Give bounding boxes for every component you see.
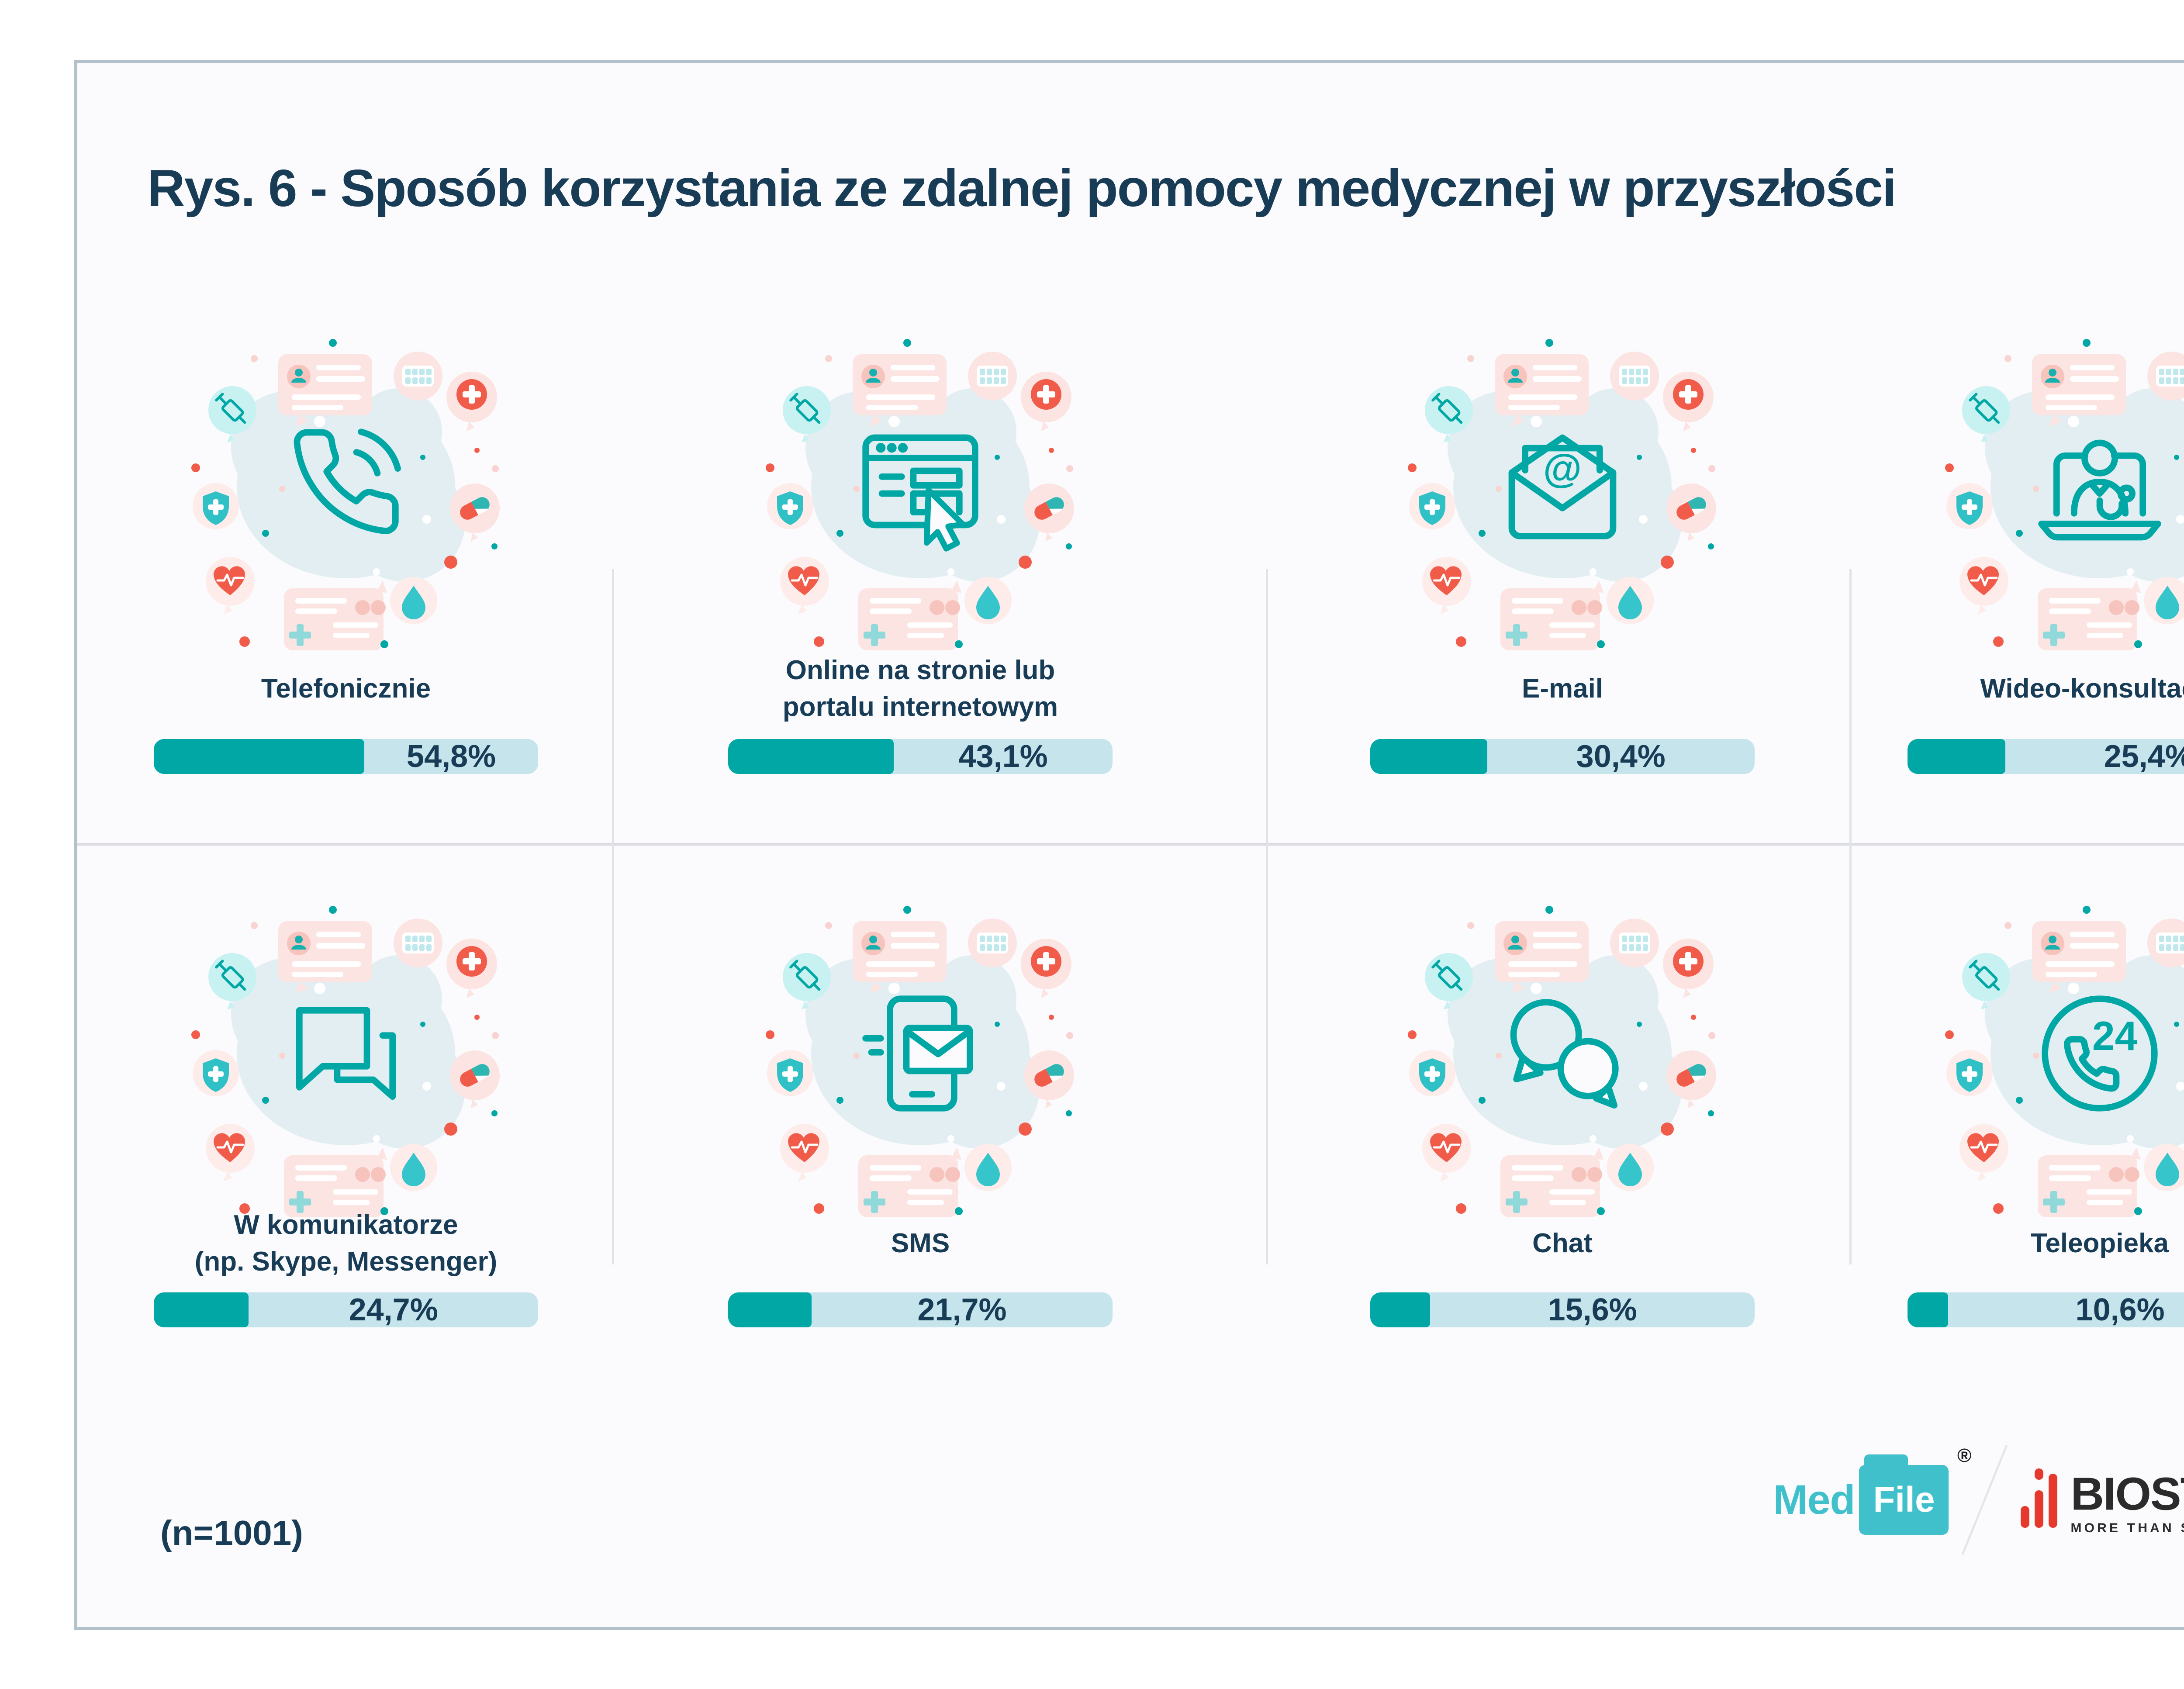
messenger-icon	[276, 984, 416, 1123]
category-panel-5: W komunikatorze (np. Skype, Messenger) 24…	[93, 896, 599, 1455]
category-panel-2: Online na stronie lub portalu internetowy…	[667, 327, 1174, 886]
percentage-bar: 15,6%	[1370, 1292, 1755, 1327]
chat-icon	[1493, 984, 1632, 1123]
category-label-line: SMS	[891, 1228, 950, 1258]
category-panel-3: E-mail 30,4%	[1309, 327, 1816, 886]
email-icon	[1493, 417, 1632, 556]
percentage-bar: 25,4%	[1908, 739, 2184, 774]
category-panel-4: Wideo-konsultacje 25,4%	[1846, 327, 2184, 886]
decor-cluster	[189, 336, 503, 650]
percentage-value: 15,6%	[1548, 1292, 1637, 1327]
column-divider	[1266, 569, 1268, 1264]
percentage-bar-fill	[1908, 739, 2005, 774]
category-label: Chat	[1309, 1200, 1816, 1287]
medfile-logo: Med File ®	[1773, 1445, 1971, 1535]
percentage-bar-fill	[728, 1292, 812, 1327]
decor-cluster	[763, 903, 1078, 1217]
sample-size-note: (n=1001)	[160, 1513, 303, 1552]
footer-logos: Med File ® BIOSTAT® MORE THAN STATISTICS	[1773, 1443, 2184, 1557]
decor-cluster	[189, 903, 503, 1217]
column-divider	[1849, 569, 1852, 1264]
category-label-line: Online na stronie lub	[785, 655, 1055, 685]
percentage-bar: 30,4%	[1370, 739, 1755, 774]
percentage-value: 25,4%	[2104, 739, 2184, 774]
decor-cluster	[1405, 336, 1720, 650]
medfile-folder-icon: File	[1859, 1454, 1949, 1535]
biostat-barchart-icon	[2021, 1468, 2058, 1528]
decor-cluster	[1942, 903, 2184, 1217]
decor-cluster	[1405, 903, 1720, 1217]
category-label-line: W komunikatorze	[234, 1210, 458, 1240]
category-label-line: E-mail	[1521, 674, 1603, 704]
registered-trademark-icon: ®	[1957, 1445, 1972, 1466]
category-panel-1: Telefonicznie 54,8%	[93, 327, 599, 886]
percentage-bar-fill	[1370, 739, 1487, 774]
percentage-bar-fill	[154, 1292, 249, 1327]
sms-icon	[850, 984, 990, 1123]
phone-icon	[276, 417, 416, 556]
browser-icon	[850, 417, 990, 556]
category-panel-7: Chat 15,6%	[1309, 896, 1816, 1455]
telecare-24-icon	[2030, 984, 2170, 1123]
category-panel-6: SMS 21,7%	[667, 896, 1174, 1455]
biostat-logo: BIOSTAT® MORE THAN STATISTICS	[2021, 1464, 2184, 1535]
percentage-value: 54,8%	[407, 739, 496, 774]
percentage-bar: 43,1%	[728, 739, 1113, 774]
percentage-bar: 21,7%	[728, 1292, 1113, 1327]
category-label: Wideo-konsultacje	[1846, 645, 2184, 732]
category-label-line: Teleopieka	[2031, 1228, 2169, 1258]
chart-title: Rys. 6 - Sposób korzystania ze zdalnej p…	[147, 159, 1897, 218]
biostat-wordmark: BIOSTAT®	[2070, 1468, 2184, 1520]
percentage-value: 10,6%	[2075, 1292, 2165, 1327]
video-consultation-icon	[2030, 417, 2170, 556]
category-label: Telefonicznie	[93, 645, 599, 732]
percentage-bar-fill	[728, 739, 894, 774]
column-divider	[612, 569, 614, 1264]
medfile-folder-label: File	[1873, 1480, 1935, 1520]
percentage-bar: 24,7%	[154, 1292, 538, 1327]
category-label-line: Wideo-konsultacje	[1980, 674, 2184, 704]
percentage-value: 43,1%	[958, 739, 1048, 774]
category-label: Online na stronie lub portalu internetowy…	[667, 645, 1174, 732]
medfile-wordmark: Med	[1773, 1476, 1855, 1523]
category-label: SMS	[667, 1200, 1174, 1287]
percentage-bar: 10,6%	[1908, 1292, 2184, 1327]
percentage-value: 24,7%	[349, 1292, 438, 1327]
category-label: Teleopieka	[1846, 1200, 2184, 1287]
decor-cluster	[763, 336, 1078, 650]
category-label: E-mail	[1309, 645, 1816, 732]
biostat-tagline: MORE THAN STATISTICS	[2070, 1520, 2184, 1535]
category-label: W komunikatorze (np. Skype, Messenger)	[93, 1200, 599, 1287]
percentage-bar-fill	[154, 739, 365, 774]
percentage-bar-fill	[1370, 1292, 1431, 1327]
infographic-card: Rys. 6 - Sposób korzystania ze zdalnej p…	[74, 60, 2184, 1630]
percentage-bar: 54,8%	[154, 739, 538, 774]
row-divider	[77, 843, 2184, 846]
decor-cluster	[1942, 336, 2184, 650]
category-panel-8: Teleopieka 10,6%	[1846, 896, 2184, 1455]
percentage-value: 21,7%	[917, 1292, 1007, 1327]
percentage-value: 30,4%	[1576, 739, 1666, 774]
percentage-bar-fill	[1908, 1292, 1949, 1327]
category-label-line: portalu internetowym	[782, 692, 1058, 722]
category-label-line: Telefonicznie	[261, 674, 431, 704]
category-label-line: (np. Skype, Messenger)	[194, 1247, 498, 1277]
category-label-line: Chat	[1532, 1228, 1593, 1258]
